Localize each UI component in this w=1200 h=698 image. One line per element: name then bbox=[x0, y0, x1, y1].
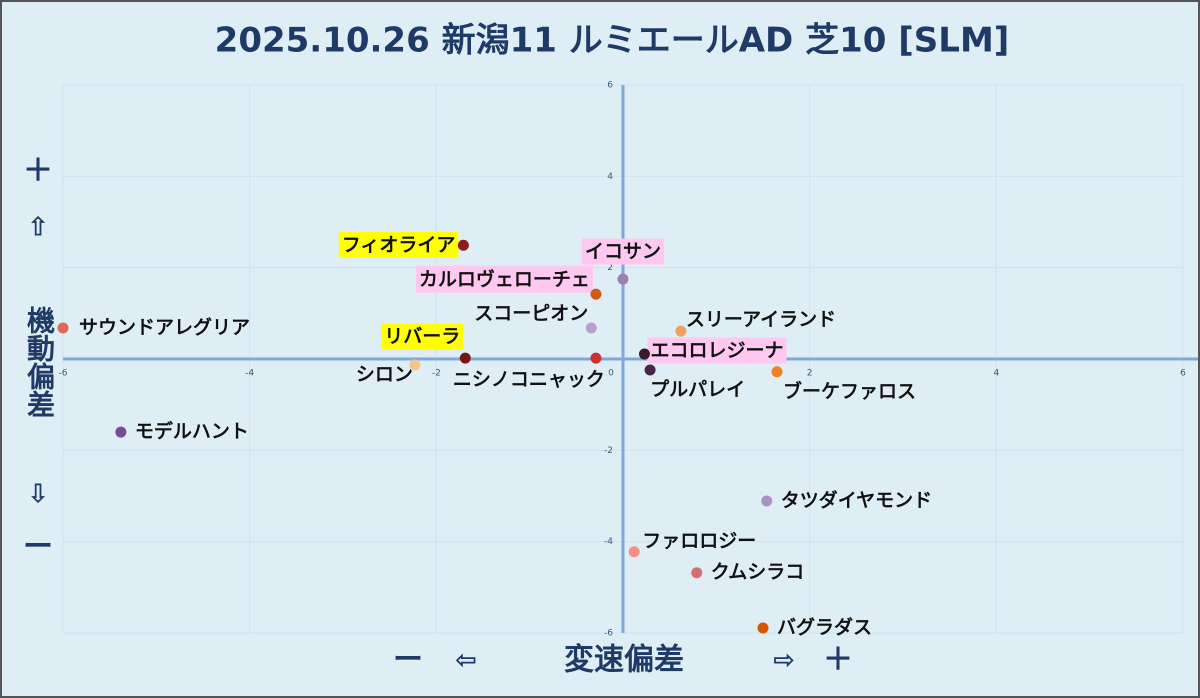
point bbox=[675, 325, 687, 337]
label-highlight bbox=[381, 323, 464, 350]
point bbox=[771, 366, 783, 378]
point bbox=[585, 322, 597, 334]
y-tick-label: 2 bbox=[607, 263, 613, 273]
point bbox=[409, 359, 421, 371]
y-label-up: ⇧ bbox=[27, 213, 49, 243]
y-tick-label: -6 bbox=[604, 629, 613, 639]
x-tick-label: -6 bbox=[59, 369, 68, 379]
point bbox=[638, 348, 650, 360]
point-label: プルパレイ bbox=[650, 377, 745, 400]
x-label-minus: ー bbox=[393, 643, 423, 678]
y-label-down: ⇩ bbox=[27, 480, 49, 510]
point-label: ニシノコニャック bbox=[453, 369, 605, 391]
x-tick-label: -2 bbox=[432, 369, 441, 379]
point-label: タツダイヤモンド bbox=[781, 489, 932, 512]
x-label-plus: ＋ bbox=[823, 643, 853, 678]
point bbox=[590, 352, 602, 364]
x-label-left: ⇦ bbox=[455, 646, 477, 676]
point bbox=[115, 426, 127, 438]
y-tick-label: 6 bbox=[607, 81, 613, 91]
chart-title: 2025.10.26 新潟11 ルミエールAD 芝10 [SLM] bbox=[215, 21, 1010, 61]
point bbox=[457, 239, 469, 251]
point bbox=[757, 622, 769, 634]
point-label: ブーケファロス bbox=[783, 379, 916, 402]
point bbox=[617, 273, 629, 285]
point bbox=[590, 288, 602, 300]
point-label-group: シロン bbox=[356, 363, 413, 385]
x-tick-label: 0 bbox=[608, 369, 614, 379]
y-axis-label: 機動偏差 bbox=[23, 306, 56, 418]
point-label: スリーアイランド bbox=[686, 309, 836, 331]
point-label: バグラダス bbox=[777, 615, 872, 638]
point-label-group: ブーケファロス bbox=[783, 379, 916, 402]
point-label-group: カルロヴェローチェ bbox=[415, 265, 593, 293]
x-tick-label: 4 bbox=[993, 369, 999, 379]
point-label: ファロロジー bbox=[642, 530, 756, 552]
point bbox=[644, 364, 656, 376]
point-label: イコサン bbox=[585, 241, 661, 263]
point-label-group: タツダイヤモンド bbox=[781, 489, 932, 512]
point-label: リバーラ bbox=[384, 326, 460, 348]
point-label-group: イコサン bbox=[581, 238, 665, 265]
y-label-plus: ＋ bbox=[23, 154, 53, 189]
point-label: フィオライア bbox=[342, 234, 456, 256]
x-label-right: ⇨ bbox=[773, 646, 795, 676]
point bbox=[628, 546, 640, 558]
x-tick-label: 2 bbox=[807, 369, 813, 379]
label-highlight bbox=[415, 265, 593, 293]
point bbox=[761, 495, 773, 507]
x-tick-label: -4 bbox=[245, 369, 254, 379]
point-label: エコロレジーナ bbox=[650, 339, 783, 361]
label-highlight bbox=[647, 337, 787, 364]
label-highlight bbox=[338, 231, 459, 258]
x-tick-label: 6 bbox=[1180, 369, 1186, 379]
point-label-group: エコロレジーナ bbox=[647, 337, 787, 364]
point-label-group: モデルハント bbox=[135, 420, 249, 443]
point-label-group: プルパレイ bbox=[650, 377, 745, 400]
point-label-group: リバーラ bbox=[381, 323, 464, 350]
point-label: クムシラコ bbox=[711, 561, 804, 583]
point bbox=[459, 352, 471, 364]
point-label: シロン bbox=[356, 363, 413, 385]
y-tick-label: -4 bbox=[604, 537, 613, 547]
point bbox=[57, 322, 69, 334]
x-axis-label: 変速偏差 bbox=[564, 643, 684, 678]
point-label: スコーピオン bbox=[474, 302, 588, 324]
point-label-group: スリーアイランド bbox=[686, 309, 836, 331]
point-label: サウンドアレグリア bbox=[79, 315, 250, 338]
label-highlight bbox=[581, 238, 665, 265]
point bbox=[691, 567, 703, 579]
point-label: モデルハント bbox=[135, 420, 249, 443]
point-label: カルロヴェローチェ bbox=[419, 268, 590, 291]
point-label-group: フィオライア bbox=[338, 231, 459, 258]
point-label-group: クムシラコ bbox=[711, 561, 804, 583]
point-label-group: ファロロジー bbox=[642, 530, 756, 552]
y-label-minus: ー bbox=[23, 530, 53, 565]
y-tick-label: 4 bbox=[607, 172, 613, 182]
point-label-group: バグラダス bbox=[777, 615, 872, 638]
point-label-group: スコーピオン bbox=[474, 302, 588, 324]
point-label-group: サウンドアレグリア bbox=[79, 315, 250, 338]
y-tick-label: -2 bbox=[604, 446, 613, 456]
point-label-group: ニシノコニャック bbox=[453, 369, 605, 391]
